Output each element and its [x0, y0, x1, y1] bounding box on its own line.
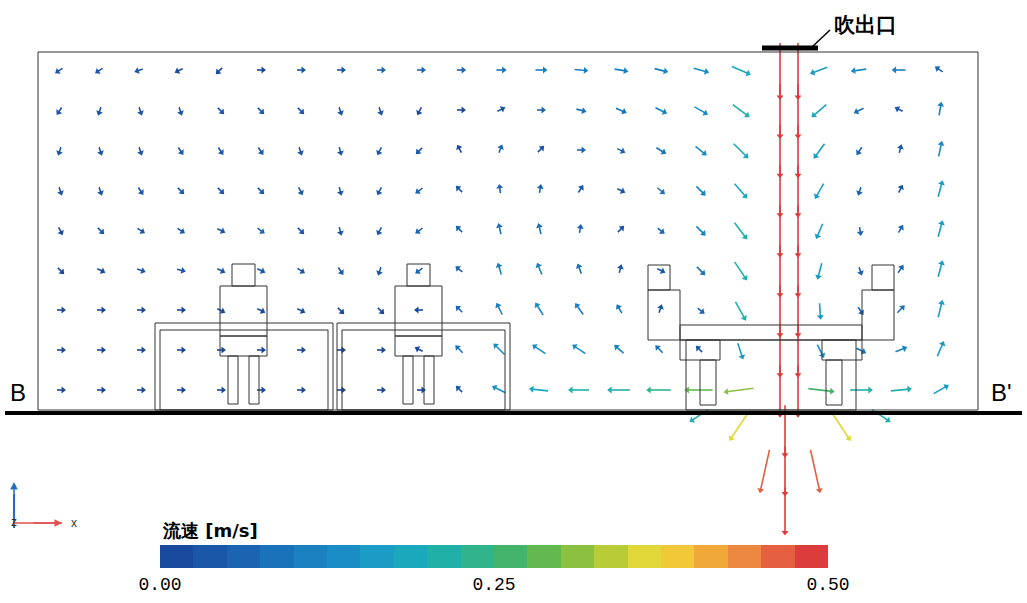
svg-text:吹出口: 吹出口 — [834, 13, 897, 37]
svg-text:x: x — [71, 516, 77, 530]
svg-text:z: z — [11, 515, 17, 529]
svg-text:0.25: 0.25 — [472, 575, 515, 595]
svg-text:流速 [m/s]: 流速 [m/s] — [162, 520, 258, 541]
svg-text:0.00: 0.00 — [138, 575, 181, 595]
svg-text:B: B — [10, 379, 26, 406]
svg-text:0.50: 0.50 — [806, 575, 849, 595]
svg-text:B': B' — [991, 379, 1012, 406]
